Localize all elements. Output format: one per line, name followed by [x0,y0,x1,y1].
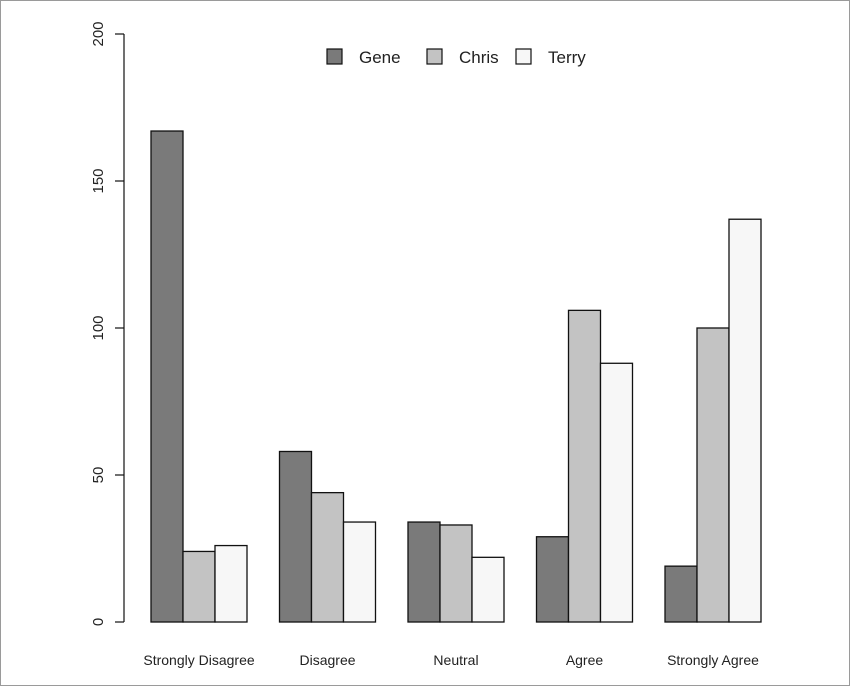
legend-label-gene: Gene [359,48,401,67]
legend-label-chris: Chris [459,48,499,67]
bar-terry-strongly-agree [728,218,762,623]
bar-gene-disagree [278,450,313,623]
bar-terry-neutral [471,556,505,623]
bar-gene-agree [535,536,570,623]
category-label-neutral: Neutral [433,652,478,668]
bar-gene-neutral [407,521,441,623]
bar-chris-neutral [439,524,473,623]
legend-label-terry: Terry [548,48,586,67]
category-label-strongly-disagree: Strongly Disagree [143,652,254,668]
bar-terry-agree [599,362,634,623]
bar-gene-strongly-agree [664,565,698,623]
y-tick-label-200: 200 [90,21,107,46]
y-tick-label-150: 150 [90,168,107,193]
legend-swatch-gene [326,48,343,65]
category-label-strongly-agree: Strongly Agree [667,652,759,668]
legend-swatch-chris [426,48,443,65]
y-tick-label-100: 100 [90,315,107,340]
bar-gene-strongly-disagree [150,130,184,623]
bar-terry-strongly-disagree [214,544,248,623]
legend-swatch-terry [515,48,532,65]
category-label-agree: Agree [566,652,604,668]
bar-chris-strongly-agree [696,327,730,623]
bar-terry-disagree [342,521,377,623]
bar-chris-disagree [310,491,345,623]
y-tick-label-50: 50 [90,467,107,484]
y-tick-label-0: 0 [90,618,107,626]
bar-chris-strongly-disagree [182,550,216,623]
category-label-disagree: Disagree [299,652,355,668]
bar-chris-agree [567,309,602,623]
